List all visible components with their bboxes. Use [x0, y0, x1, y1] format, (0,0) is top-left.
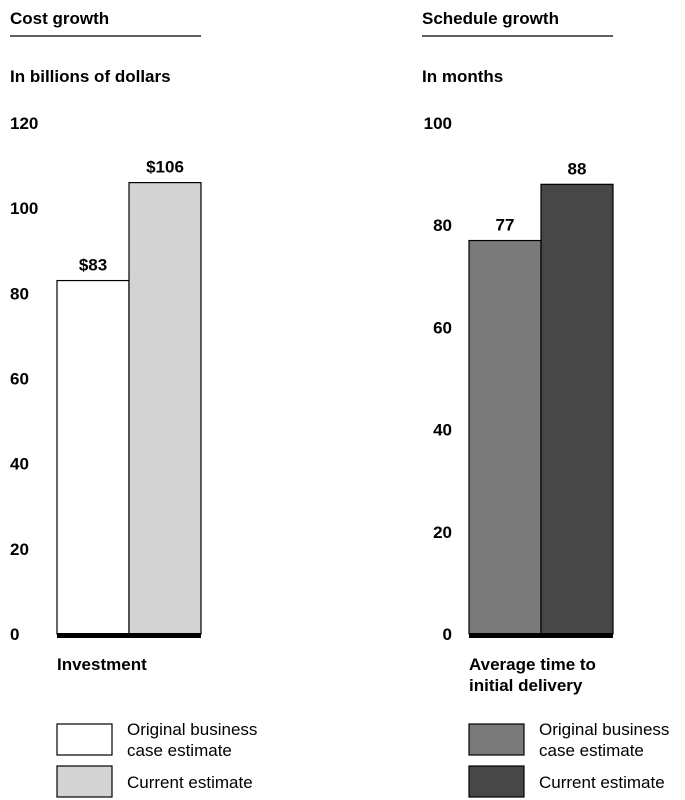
chart-1: Cost growth In billions of dollars 0 20 40 60…: [10, 9, 257, 798]
y-tick-label: 80: [10, 284, 29, 303]
x-axis-baseline: [57, 633, 201, 638]
chart-subtitle: In months: [422, 67, 503, 86]
y-tick-label: 120: [10, 114, 38, 133]
legend-label: Current estimate: [127, 773, 253, 792]
bar-original-estimate: [56, 279, 130, 635]
x-axis-baseline: [469, 633, 613, 638]
legend-label: Current estimate: [539, 773, 665, 792]
y-tick-label: 20: [10, 540, 29, 559]
x-axis-label: Investment: [57, 655, 147, 674]
x-axis-label: initial delivery: [469, 676, 583, 695]
legend-label: Original business: [539, 720, 669, 739]
chart-subtitle: In billions of dollars: [10, 67, 171, 86]
legend-swatch: [56, 765, 113, 798]
y-tick-label: 40: [10, 455, 29, 474]
y-tick-label: 60: [10, 370, 29, 389]
legend-swatch: [56, 723, 113, 756]
data-label: 77: [496, 216, 515, 235]
data-label: $106: [146, 158, 184, 177]
y-tick-label: 100: [10, 199, 38, 218]
bar-original-estimate: [468, 239, 542, 635]
x-axis-label: Average time to: [469, 655, 596, 674]
y-tick-label: 40: [433, 421, 452, 440]
y-tick-label: 60: [433, 318, 452, 337]
bar-current-estimate: [540, 183, 614, 635]
legend-label: Original business: [127, 720, 257, 739]
y-tick-label: 80: [433, 216, 452, 235]
data-label: $83: [79, 256, 107, 275]
y-tick-label: 20: [433, 523, 452, 542]
legend-swatch: [468, 765, 525, 798]
y-tick-label: 0: [10, 625, 19, 644]
legend-label: case estimate: [127, 741, 232, 760]
chart-2: Schedule growth In months 0 20 40 60 80 100 77 88…: [422, 9, 669, 798]
chart-title: Cost growth: [10, 9, 109, 28]
bar-current-estimate: [128, 182, 202, 635]
y-tick-label: 100: [424, 114, 452, 133]
legend-label: case estimate: [539, 741, 644, 760]
data-label: 88: [568, 159, 587, 178]
chart-title: Schedule growth: [422, 9, 559, 28]
legend-swatch: [468, 723, 525, 756]
y-tick-label: 0: [443, 625, 452, 644]
